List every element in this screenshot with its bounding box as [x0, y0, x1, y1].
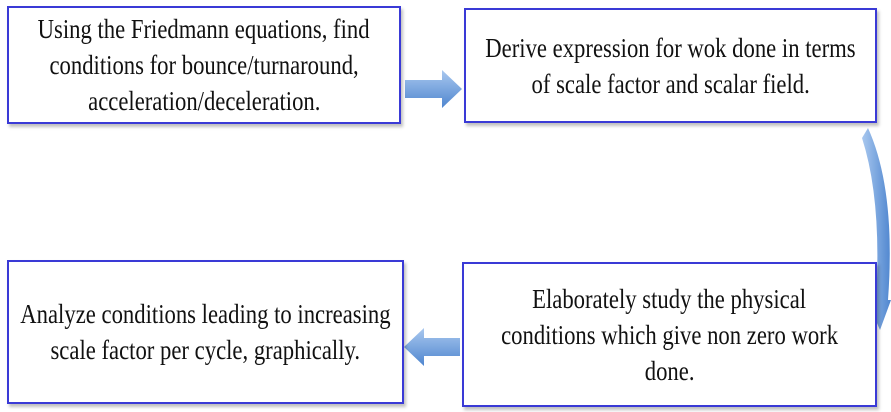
- step-text: scale factor per cycle, graphically.: [50, 335, 361, 365]
- step-text: of scale factor and scalar field.: [531, 68, 810, 99]
- step-text: conditions for bounce/turnaround,: [49, 50, 359, 80]
- step-text: Analyze conditions leading to increasing: [20, 299, 391, 329]
- step-text: done.: [644, 355, 695, 386]
- arrow-right: [405, 70, 462, 108]
- step-text: Elaborately study the physical: [532, 283, 807, 314]
- step-box: Analyze conditions leading to increasing…: [7, 260, 404, 404]
- step-box: Using the Friedmann equations, find cond…: [7, 6, 401, 124]
- arrow-left: [404, 328, 460, 366]
- arrow-curved: [862, 128, 891, 330]
- step-text: Using the Friedmann equations, find: [38, 14, 370, 44]
- step-text: Derive expression for wok done in terms: [485, 32, 856, 63]
- step-text: conditions which give non zero work: [501, 319, 838, 350]
- step-box: Elaborately study the physical condition…: [462, 262, 877, 407]
- step-text: acceleration/deceleration.: [87, 86, 321, 116]
- step-box: Derive expression for wok done in terms …: [464, 8, 877, 123]
